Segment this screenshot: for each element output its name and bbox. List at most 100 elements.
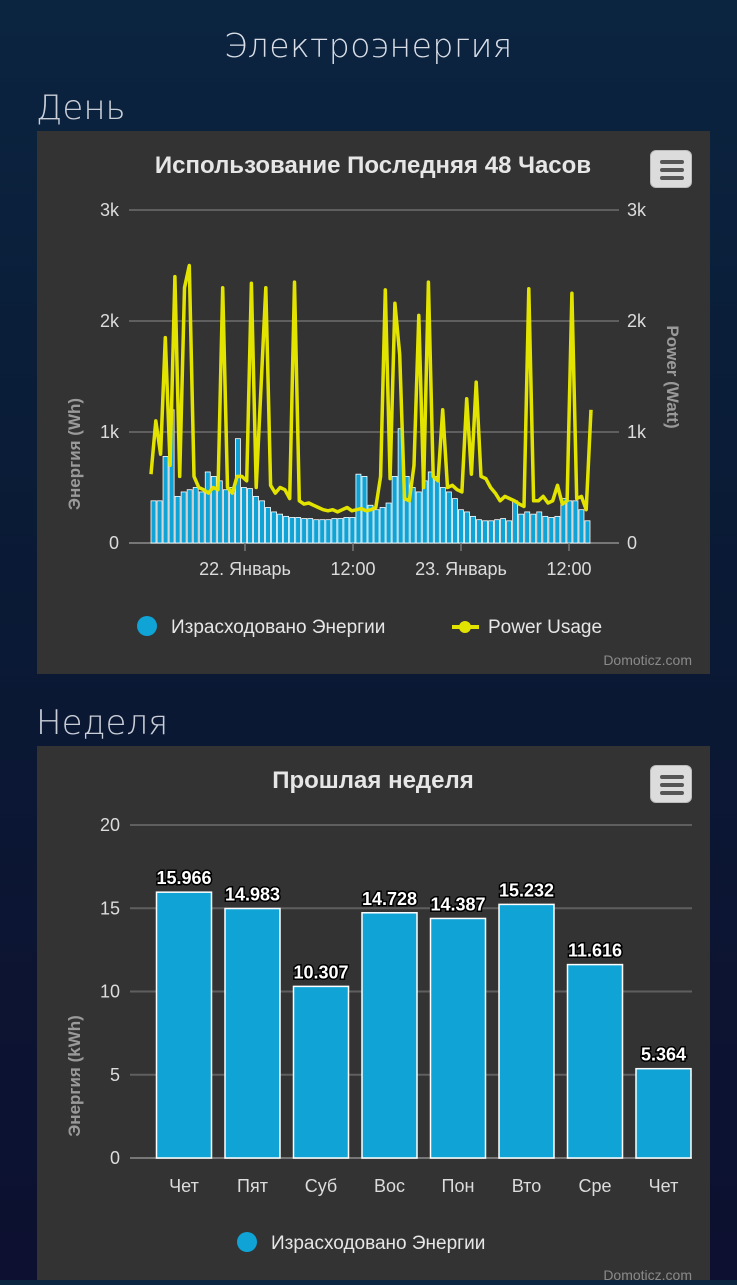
energy-bar [210,475,217,544]
energy-bar [554,515,561,544]
energy-bar [500,518,507,544]
energy-bar [259,500,265,544]
energy-bar [506,520,513,544]
energy-bar [224,907,281,1159]
energy-bar [343,517,350,544]
y-tick-left: 1k [100,422,120,442]
energy-bar [337,518,344,544]
energy-bar [427,471,434,544]
y-tick-right: 2k [627,311,647,331]
energy-bar [512,500,519,544]
y-tick-right: 1k [627,422,647,442]
energy-bar [271,511,277,544]
energy-bar [439,487,446,544]
energy-bar [155,891,213,1159]
energy-bar [361,912,418,1159]
energy-bar [584,520,591,544]
hamburger-icon [660,775,684,779]
energy-bar [192,487,199,544]
energy-bar [319,519,326,544]
y-tick: 15 [100,898,120,918]
energy-bar [560,498,567,544]
energy-bar [530,513,537,544]
week-chart-title: Прошлая неделя [272,767,474,794]
energy-bar [325,519,332,544]
energy-bar [313,519,320,544]
energy-bar [186,489,193,544]
energy-bar [498,903,555,1159]
energy-bar [331,518,338,544]
y-tick: 10 [100,982,120,1002]
energy-bar [198,491,205,544]
energy-bar [228,487,235,544]
y-tick-right: 0 [627,533,637,553]
energy-bar [482,520,488,544]
hamburger-icon [660,160,684,164]
x-tick-label: 12:00 [546,559,591,579]
power-usage-line [149,263,593,514]
energy-bar [156,500,163,544]
bar-value-label: 15.232 [499,880,554,900]
energy-bar [566,963,624,1159]
energy-bar [572,500,579,544]
section-title-day: День [36,88,126,128]
x-tick-label: Пят [237,1176,268,1196]
energy-bar [536,511,543,544]
energy-bar [464,511,470,544]
energy-bar [470,515,476,544]
energy-bar [488,520,494,544]
day-chart-title: Использование Последняя 48 Часов [155,152,591,179]
energy-bar [265,507,271,544]
credit-link-week[interactable]: Domoticz.com [603,1267,692,1283]
y-tick: 0 [110,1148,120,1168]
y-axis-title: Энергия (kWh) [65,1015,84,1137]
energy-bar [391,475,398,544]
bar-value-label: 15.966 [156,868,211,888]
section-title-week: Неделя [36,703,169,743]
x-tick-label: Вос [374,1176,405,1196]
y-tick: 5 [110,1065,120,1085]
chart-menu-button[interactable] [650,150,692,188]
day-chart: Использование Последняя 48 Часов 0 1k 2k 3k… [65,152,692,668]
energy-bar [367,504,374,544]
energy-bar [247,488,253,544]
energy-bar [542,515,549,544]
chart-menu-button-week[interactable] [650,765,692,803]
y-tick-left: 0 [109,533,119,553]
energy-bar [548,517,555,544]
energy-bar [457,509,464,544]
energy-bar [494,519,500,544]
x-tick-label: Вто [512,1176,541,1196]
bar-value-label: 10.307 [293,962,348,982]
x-tick-label: Сре [578,1176,611,1196]
y-tick: 20 [100,815,120,835]
energy-bar [349,517,356,544]
legend-label-energy[interactable]: Израсходовано Энергии [171,617,385,638]
energy-bar [451,498,458,544]
x-tick-label: 22. Январь [199,559,291,579]
energy-bar [174,495,181,544]
x-tick-label: Суб [305,1176,338,1196]
bar-value-label: 5.364 [641,1045,686,1065]
energy-bar [150,500,157,544]
energy-bar [222,489,229,544]
energy-bar [566,500,573,544]
y-tick-left: 2k [100,311,120,331]
energy-bar [524,511,531,544]
energy-bar [373,509,380,544]
credit-link[interactable]: Domoticz.com [603,652,692,668]
energy-bar [241,487,247,544]
x-tick-label: Чет [169,1176,199,1196]
legend-label-energy-week[interactable]: Израсходовано Энергии [271,1233,485,1254]
energy-bar [379,507,386,544]
bar-value-label: 14.983 [225,885,280,905]
energy-bar [277,513,284,544]
x-tick-label: Чет [649,1176,679,1196]
legend-marker-energy-week [237,1232,257,1252]
energy-bar [307,518,314,544]
energy-bar [429,917,487,1159]
energy-bar [415,491,422,544]
x-tick-label: 12:00 [330,559,375,579]
bar-value-label: 14.387 [430,894,485,914]
legend-label-power[interactable]: Power Usage [488,617,602,638]
